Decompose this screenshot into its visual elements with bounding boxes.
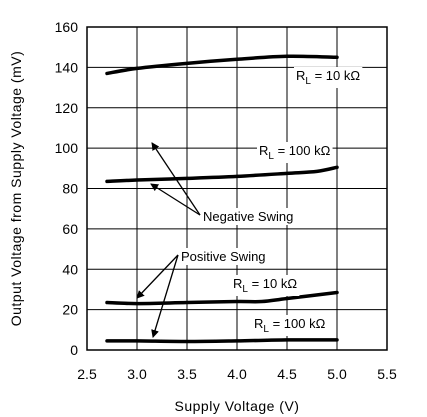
x-tick-label: 3.5 (177, 366, 197, 382)
series-layer (105, 54, 339, 344)
y-tick-label: 80 (62, 181, 78, 197)
y-tick-label: 120 (55, 100, 79, 116)
label-rl-100k-positive-bg (252, 315, 328, 336)
plot-border (86, 26, 388, 351)
label-negative-swing: Negative Swing (203, 209, 293, 224)
x-tick-label: 4.0 (227, 366, 247, 382)
y-tick-label: 20 (62, 302, 78, 318)
y-tick-label: 160 (55, 19, 79, 35)
y-tick-labels: 0 20 40 60 80 100 120 140 160 (55, 19, 79, 358)
label-negative-swing-bg (201, 208, 296, 225)
label-rl-100k-negative-bg (257, 142, 333, 163)
arrow-negative-swing-10k (151, 142, 201, 216)
arrow-positive-swing-100k (151, 254, 179, 338)
label-rl-10k-negative: RL = 10 kΩ (296, 68, 360, 87)
label-rl-10k-positive-bg (231, 275, 300, 296)
x-axis-title: Supply Voltage (V) (175, 398, 300, 414)
y-tick-label: 60 (62, 221, 78, 237)
y-tick-label: 140 (55, 59, 79, 75)
series-positive-swing-rl-100k (105, 338, 339, 344)
y-tick-label: 40 (62, 261, 78, 277)
arrow-positive-swing-10k (136, 254, 179, 299)
label-positive-swing-bg (179, 248, 268, 265)
y-axis-title: Output Voltage from Supply Voltage (mV) (8, 51, 24, 327)
y-tick-label: 100 (55, 140, 79, 156)
x-tick-label: 2.5 (77, 366, 97, 382)
x-tick-labels: 2.5 3.0 3.5 4.0 4.5 5.0 5.5 (77, 366, 397, 382)
label-rl-100k-negative: RL = 100 kΩ (259, 143, 331, 162)
label-positive-swing: Positive Swing (181, 249, 266, 264)
label-rl-10k-positive: RL = 10 kΩ (233, 276, 297, 295)
series-positive-swing-rl-10k (105, 290, 339, 306)
annotation-layer: RL = 10 kΩ RL = 100 kΩ Negative Swing Posit… (136, 67, 363, 338)
label-rl-10k-negative-bg (294, 67, 363, 88)
series-negative-swing-rl-100k (105, 165, 339, 184)
x-tick-label: 4.5 (277, 366, 297, 382)
y-tick-label: 0 (70, 342, 78, 358)
series-negative-swing-rl-10k (105, 54, 339, 76)
arrow-negative-swing-100k (150, 183, 201, 216)
x-tick-label: 5.0 (327, 366, 347, 382)
x-tick-label: 3.0 (127, 366, 147, 382)
label-rl-100k-positive: RL = 100 kΩ (254, 316, 326, 335)
x-tick-label: 5.5 (377, 366, 397, 382)
